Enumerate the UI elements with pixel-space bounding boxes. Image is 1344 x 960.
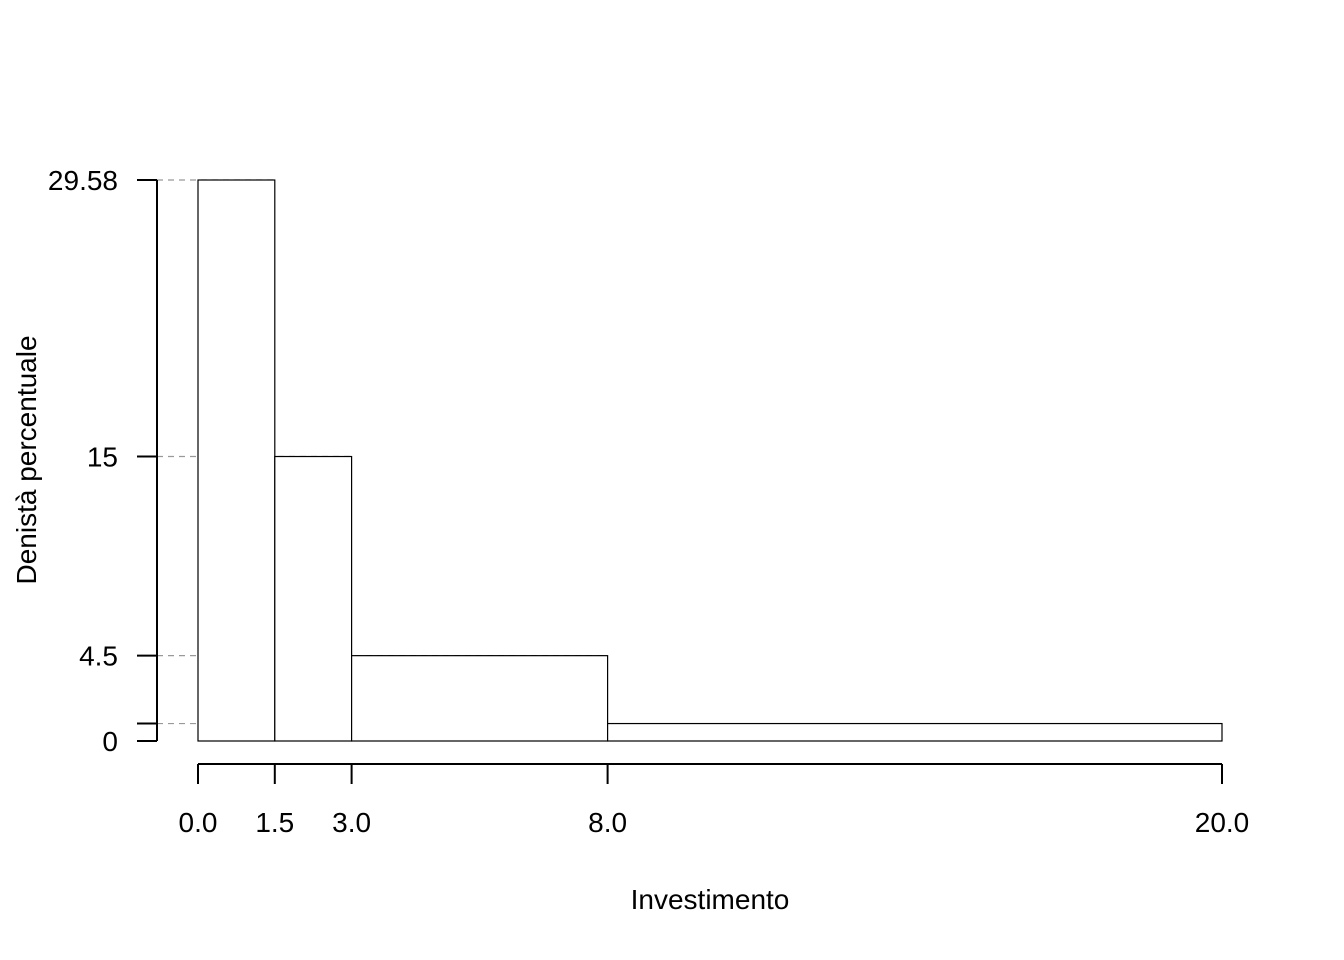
histogram-bar (274, 455, 353, 742)
x-tick-label: 0.0 (179, 807, 218, 838)
histogram-bar (606, 722, 1223, 742)
y-tick-label: 4.5 (79, 641, 118, 672)
x-tick-label: 20.0 (1195, 807, 1250, 838)
y-tick-label: 0 (102, 726, 118, 757)
x-tick-label: 8.0 (588, 807, 627, 838)
y-axis-title: Denistà percentuale (11, 335, 42, 584)
y-tick-label: 15 (87, 442, 118, 473)
x-tick-label: 3.0 (332, 807, 371, 838)
y-axis: 0 4.5 15 29.58 (48, 165, 158, 757)
x-tick-label: 1.5 (255, 807, 294, 838)
y-tick-label: 29.58 (48, 165, 118, 196)
histogram-bar (351, 655, 609, 742)
x-axis: 0.0 1.5 3.0 8.0 20.0 (179, 763, 1250, 838)
bars (197, 179, 1223, 742)
histogram-bar (197, 179, 276, 742)
x-axis-title: Investimento (631, 884, 790, 915)
